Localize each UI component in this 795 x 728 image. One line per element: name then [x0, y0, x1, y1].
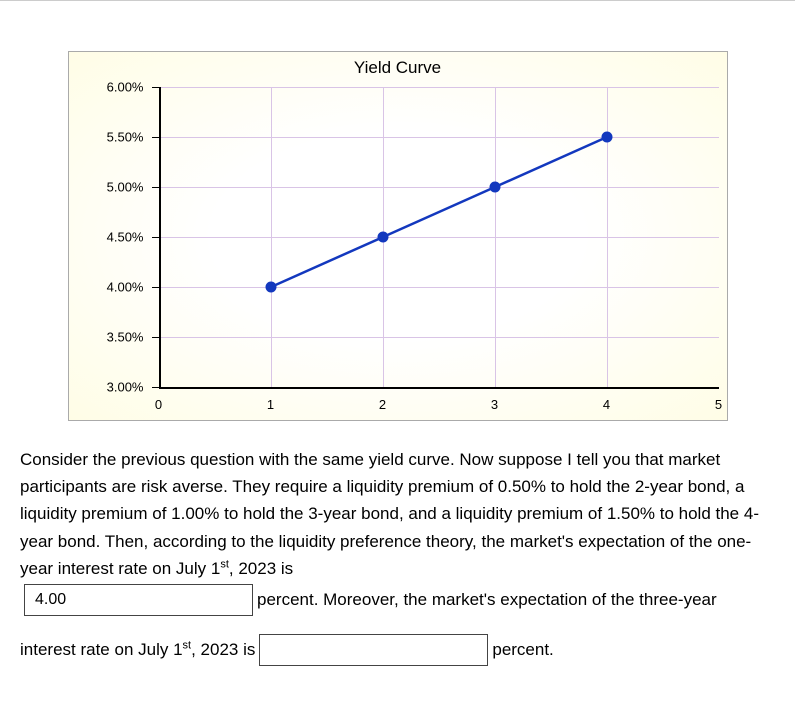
plot-area: 3.00%3.50%4.00%4.50%5.00%5.50%6.00%01234… [159, 87, 719, 387]
answer-input-2[interactable] [259, 634, 488, 666]
x-axis-label: 4 [603, 397, 610, 412]
x-axis-label: 1 [267, 397, 274, 412]
y-axis-label: 3.00% [107, 380, 144, 395]
question-body-2: , 2023 is [229, 559, 293, 578]
x-axis-label: 0 [155, 397, 162, 412]
question-body-1: Consider the previous question with the … [20, 450, 759, 578]
y-tick [152, 87, 159, 88]
y-axis-label: 4.00% [107, 280, 144, 295]
x-axis [159, 387, 719, 389]
series-svg [159, 87, 719, 387]
x-axis-label: 5 [715, 397, 722, 412]
x-axis-label: 2 [379, 397, 386, 412]
question-body-3: percent. Moreover, the market's expectat… [257, 582, 717, 617]
y-axis-label: 5.50% [107, 130, 144, 145]
series-line [271, 137, 607, 287]
y-axis-label: 5.00% [107, 180, 144, 195]
question-body-5: , 2023 is [191, 640, 255, 659]
chart-title: Yield Curve [69, 58, 727, 78]
yield-curve-chart: Yield Curve 3.00%3.50%4.00%4.50%5.00%5.5… [68, 51, 728, 421]
data-point [602, 132, 612, 142]
y-tick [152, 337, 159, 338]
answer-input-1[interactable] [24, 584, 253, 616]
superscript-2: st [183, 640, 192, 652]
y-tick [152, 237, 159, 238]
superscript-1: st [220, 558, 229, 570]
y-tick [152, 137, 159, 138]
y-tick [152, 287, 159, 288]
y-tick [152, 187, 159, 188]
question-text: Consider the previous question with the … [10, 441, 785, 668]
question-body-4: interest rate on July 1 [20, 640, 183, 659]
y-axis-label: 6.00% [107, 80, 144, 95]
data-point [490, 182, 500, 192]
page: Yield Curve 3.00%3.50%4.00%4.50%5.00%5.5… [0, 0, 795, 688]
x-axis-label: 3 [491, 397, 498, 412]
y-axis-label: 3.50% [107, 330, 144, 345]
y-axis-label: 4.50% [107, 230, 144, 245]
data-point [378, 232, 388, 242]
y-tick [152, 387, 159, 388]
data-point [266, 282, 276, 292]
question-body-6: percent. [492, 632, 553, 667]
